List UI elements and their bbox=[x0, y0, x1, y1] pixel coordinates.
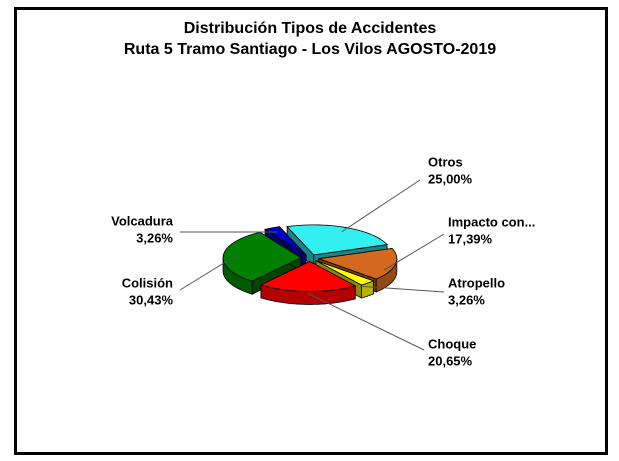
slice-value-label: 17,39% bbox=[448, 231, 493, 246]
leader-line bbox=[307, 293, 425, 351]
slice-value-label: 25,00% bbox=[428, 171, 473, 186]
chart-subtitle: Ruta 5 Tramo Santiago - Los Vilos AGOSTO… bbox=[124, 41, 496, 58]
slice-value-label: 20,65% bbox=[428, 353, 473, 368]
leader-line bbox=[179, 255, 236, 291]
slice-group bbox=[222, 231, 302, 295]
leader-line bbox=[341, 179, 421, 233]
slice-group bbox=[259, 260, 357, 305]
slice-label: Otros bbox=[428, 154, 463, 169]
slice-label: Volcadura bbox=[111, 213, 174, 228]
slice-label: Atropello bbox=[448, 275, 505, 290]
slice-label: Choque bbox=[428, 336, 476, 351]
slice-label: Impacto con... bbox=[448, 214, 535, 229]
leader-line bbox=[359, 285, 445, 293]
slice-value-label: 3,26% bbox=[136, 230, 173, 245]
slice bbox=[259, 261, 357, 292]
leader-line bbox=[383, 233, 445, 271]
chart-title: Distribución Tipos de Accidentes bbox=[184, 20, 437, 37]
slice bbox=[315, 260, 375, 286]
slice bbox=[286, 224, 388, 256]
slice bbox=[264, 226, 307, 256]
slice bbox=[222, 231, 302, 282]
slice-value-label: 30,43% bbox=[129, 292, 174, 307]
slice bbox=[318, 247, 398, 280]
slice-label: Colisión bbox=[122, 275, 173, 290]
slice-value-label: 3,26% bbox=[448, 292, 485, 307]
